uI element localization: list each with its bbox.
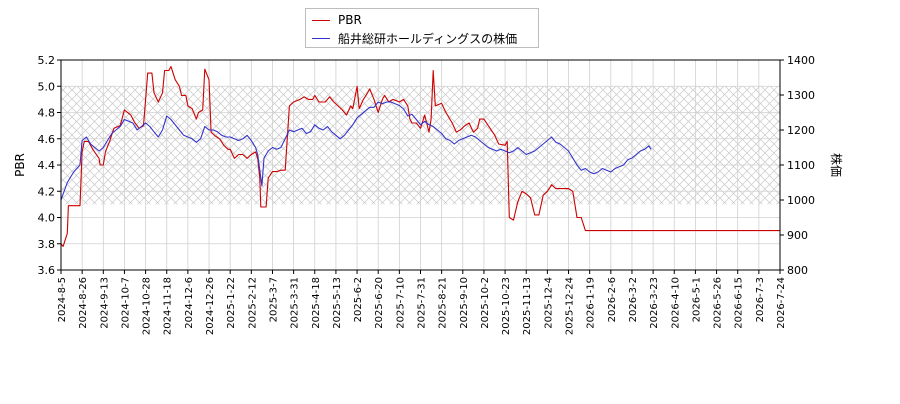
x-tick-label: 2024-12-6 xyxy=(184,277,195,329)
right-tick-label: 1200 xyxy=(787,124,815,137)
x-tick-label: 2025-7-31 xyxy=(417,277,428,329)
grid-lines xyxy=(60,59,781,271)
left-tick-label: 3.8 xyxy=(38,238,56,251)
x-tick-label: 2026-2-6 xyxy=(607,277,618,322)
x-tick-label: 2025-12-24 xyxy=(565,277,576,335)
left-tick-label: 5.0 xyxy=(38,80,56,93)
legend-label-pbr: PBR xyxy=(338,13,362,27)
left-tick-label: 3.6 xyxy=(38,264,56,277)
right-tick-label: 1300 xyxy=(787,89,815,102)
x-tick-label: 2025-10-2 xyxy=(480,277,491,329)
x-tick-label: 2024-11-18 xyxy=(163,277,174,335)
right-tick-label: 800 xyxy=(787,264,808,277)
x-tick-label: 2024-9-13 xyxy=(99,277,110,329)
x-tick-label: 2026-6-15 xyxy=(734,277,745,329)
x-tick-label: 2026-7-3 xyxy=(755,277,766,322)
right-tick-label: 1100 xyxy=(787,159,815,172)
x-tick-label: 2025-5-13 xyxy=(332,277,343,329)
price-series-line xyxy=(61,101,652,201)
x-tick-label: 2025-7-10 xyxy=(395,277,406,329)
x-tick-label: 2026-3-2 xyxy=(628,277,639,322)
x-tick-label: 2026-7-24 xyxy=(776,277,787,329)
right-tick-label: 900 xyxy=(787,229,808,242)
x-tick-label: 2025-10-23 xyxy=(501,277,512,335)
x-tick-label: 2025-3-31 xyxy=(290,277,301,329)
left-tick-label: 4.0 xyxy=(38,212,56,225)
x-tick-label: 2024-8-26 xyxy=(78,277,89,329)
x-tick-label: 2025-1-22 xyxy=(226,277,237,329)
x-tick-label: 2026-4-10 xyxy=(670,277,681,329)
x-tick-label: 2025-6-20 xyxy=(374,277,385,329)
x-tick-label: 2025-11-13 xyxy=(522,277,533,335)
x-tick-label: 2026-5-26 xyxy=(713,277,724,329)
legend-swatch-pbr xyxy=(312,19,330,21)
x-tick-label: 2025-3-7 xyxy=(268,277,279,322)
right-tick-label: 1400 xyxy=(787,54,815,67)
bottom-axis: 2024-8-5 2024-8-26 2024-9-13 2024-10-7 2024-… xyxy=(57,270,787,335)
x-tick-label: 2025-12-4 xyxy=(543,277,554,329)
left-tick-label: 4.8 xyxy=(38,107,56,120)
x-tick-label: 2024-8-5 xyxy=(57,277,68,322)
x-tick-label: 2025-2-12 xyxy=(247,277,258,329)
legend-entry-pbr: PBR xyxy=(312,12,362,28)
x-tick-label: 2025-8-21 xyxy=(438,277,449,329)
left-tick-label: 4.6 xyxy=(38,133,56,146)
x-tick-label: 2025-6-2 xyxy=(353,277,364,322)
x-tick-label: 2025-9-10 xyxy=(459,277,470,329)
x-tick-label: 2026-5-1 xyxy=(691,277,702,322)
x-tick-label: 2026-3-23 xyxy=(649,277,660,329)
left-axis-label: PBR xyxy=(13,153,27,177)
right-tick-label: 1000 xyxy=(787,194,815,207)
legend-swatch-price xyxy=(312,37,330,39)
x-tick-label: 2024-10-28 xyxy=(142,277,153,335)
right-axis-label: 株価 xyxy=(829,153,844,177)
x-tick-label: 2024-10-7 xyxy=(120,277,131,329)
pbr-series-line xyxy=(61,66,780,247)
legend-entry-price: 船井総研ホールディングスの株価 xyxy=(312,30,517,46)
x-tick-label: 2024-12-26 xyxy=(205,277,216,335)
right-axis: 800 900 1000 1100 1200 1300 1400 xyxy=(780,54,815,277)
left-tick-label: 4.2 xyxy=(38,185,56,198)
left-tick-label: 4.4 xyxy=(38,159,56,172)
series-lines xyxy=(61,66,780,247)
x-tick-label: 2026-1-19 xyxy=(586,277,597,329)
legend-label-price: 船井総研ホールディングスの株価 xyxy=(338,31,518,46)
left-axis: 3.6 3.8 4.0 4.2 4.4 4.6 4.8 5.0 5.2 xyxy=(38,54,61,277)
left-tick-label: 5.2 xyxy=(38,54,56,67)
legend: PBR 船井総研ホールディングスの株価 xyxy=(305,8,539,48)
x-tick-label: 2025-4-18 xyxy=(311,277,322,329)
